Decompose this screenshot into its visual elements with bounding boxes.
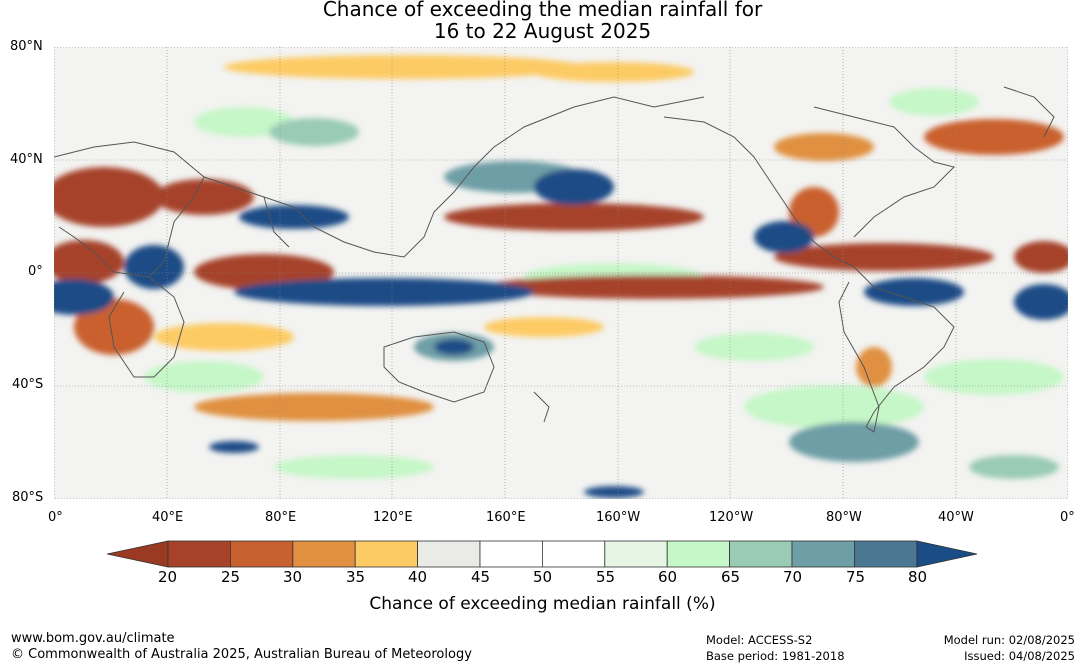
colorbar-tick-50: 50 (533, 568, 553, 586)
colorbar-tick-70: 70 (783, 568, 803, 586)
colorbar-cell (604, 540, 668, 568)
colorbar-tick-65: 65 (721, 568, 741, 586)
colorbar-low-extension (107, 540, 169, 568)
colorbar-tick-30: 30 (283, 568, 303, 586)
lon-label-0-east: 0° (1060, 510, 1075, 525)
lon-label-40e: 40°E (152, 510, 184, 525)
colorbar-tick-25: 25 (221, 568, 241, 586)
lon-label-0: 0° (48, 510, 63, 525)
lon-label-160w: 160°W (596, 510, 641, 525)
colorbar-title: Chance of exceeding median rainfall (%) (369, 594, 716, 614)
lon-label-160e: 160°E (486, 510, 526, 525)
colorbar-tick-20: 20 (158, 568, 178, 586)
footer-base-period: Base period: 1981-2018 (706, 649, 845, 663)
colorbar-cell (417, 540, 481, 568)
colorbar-cell (541, 540, 606, 568)
colorbar-cells (167, 540, 918, 568)
colorbar-tick-40: 40 (408, 568, 428, 586)
rainfall-probability-map (54, 47, 1068, 499)
colorbar-tick-45: 45 (471, 568, 491, 586)
footer-copyright: © Commonwealth of Australia 2025, Austra… (11, 647, 472, 662)
colorbar-cell (666, 540, 731, 568)
colorbar-cell (292, 540, 356, 568)
graticule (54, 47, 1068, 499)
colorbar-cell (791, 540, 855, 568)
lat-label-40s: 40°S (12, 377, 44, 392)
map-title-line2: 16 to 22 August 2025 (433, 19, 652, 43)
colorbar-cell (479, 540, 543, 568)
colorbar (107, 540, 978, 568)
colorbar-tick-80: 80 (908, 568, 928, 586)
lat-label-equator: 0° (28, 264, 43, 279)
colorbar-tick-55: 55 (596, 568, 616, 586)
colorbar-tick-35: 35 (346, 568, 366, 586)
colorbar-cell (854, 540, 918, 568)
lon-label-120w: 120°W (709, 510, 754, 525)
map-title-line1: Chance of exceeding the median rainfall … (322, 0, 763, 21)
colorbar-high-extension (916, 540, 978, 568)
probability-field (54, 55, 1068, 498)
colorbar-tick-75: 75 (846, 568, 866, 586)
lon-label-80e: 80°E (265, 510, 297, 525)
footer-model-run: Model run: 02/08/2025 (943, 633, 1075, 647)
lat-label-80s: 80°S (12, 490, 44, 505)
colorbar-cell (167, 540, 231, 568)
footer-issued: Issued: 04/08/2025 (964, 649, 1075, 663)
lat-label-80n: 80°N (10, 39, 43, 54)
lon-label-120e: 120°E (373, 510, 413, 525)
colorbar-cell (354, 540, 418, 568)
footer-url[interactable]: www.bom.gov.au/climate (11, 631, 175, 646)
lon-label-80w: 80°W (826, 510, 862, 525)
colorbar-tick-60: 60 (658, 568, 678, 586)
footer-model: Model: ACCESS-S2 (706, 633, 813, 647)
coastlines (54, 86, 1055, 433)
lon-label-40w: 40°W (938, 510, 974, 525)
colorbar-cell (729, 540, 793, 568)
colorbar-cell (230, 540, 294, 568)
lat-label-40n: 40°N (10, 152, 43, 167)
